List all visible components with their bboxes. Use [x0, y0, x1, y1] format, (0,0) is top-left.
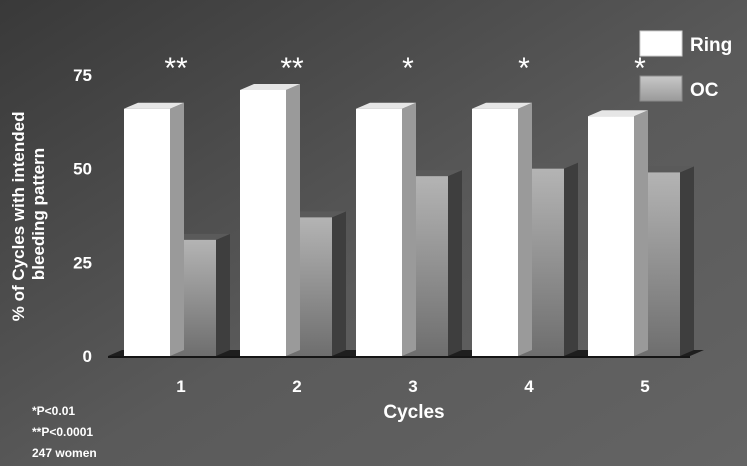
y-tick-50: 50: [73, 160, 92, 179]
bar-ring-cycle-3-top: [356, 102, 416, 109]
legend-swatch-ring: [639, 30, 683, 57]
legend-label-oc: OC: [690, 80, 719, 101]
bar-ring-cycle-5-face: [588, 116, 634, 356]
bar-ring-cycle-5: [588, 110, 648, 356]
x-ticks: 1 2 3 4 5: [176, 377, 649, 396]
bar-ring-cycle-3-side: [402, 102, 416, 356]
bar-oc-cycle-1-side: [216, 233, 230, 356]
x-tick-5: 5: [640, 377, 649, 396]
x-tick-3: 3: [408, 377, 417, 396]
bar-ring-cycle-4-side: [518, 102, 532, 356]
x-tick-1: 1: [176, 377, 185, 396]
y-axis-label: % of Cycles with intended bleeding patte…: [9, 107, 48, 321]
bars: [124, 83, 694, 356]
bar-ring-cycle-5-top: [588, 110, 648, 117]
bar-ring-cycle-2-top: [240, 83, 300, 90]
bar-ring-cycle-4-top: [472, 102, 532, 109]
x-tick-4: 4: [524, 377, 534, 396]
x-tick-2: 2: [292, 377, 301, 396]
bar-ring-cycle-4: [472, 102, 532, 356]
footnote-p001: *P<0.01: [32, 404, 75, 418]
y-tick-75: 75: [73, 66, 92, 85]
bar-ring-cycle-2-side: [286, 83, 300, 356]
y-ticks: 0 25 50 75: [73, 66, 92, 366]
y-tick-0: 0: [83, 347, 92, 366]
significance-marker-cycle-1: **: [164, 52, 188, 85]
legend-item-oc: OC: [639, 75, 719, 102]
bar-oc-cycle-3-top: [402, 170, 462, 177]
bar-ring-cycle-2: [240, 83, 300, 356]
legend-item-ring: Ring: [639, 30, 732, 57]
legend-label-ring: Ring: [690, 35, 732, 56]
y-axis-label-line-2: bleeding pattern: [29, 148, 48, 280]
bar-oc-cycle-5-top: [634, 166, 694, 173]
significance-marker-cycle-3: *: [402, 52, 414, 85]
bar-ring-cycle-1-face: [124, 108, 170, 356]
footnotes: *P<0.01 **P<0.0001 247 women: [32, 404, 97, 460]
bar-ring-cycle-1: [124, 102, 184, 356]
bar-oc-cycle-4-top: [518, 162, 578, 169]
legend-swatch-oc: [639, 75, 683, 102]
y-axis-label-line-1: % of Cycles with intended: [9, 112, 28, 322]
bar-oc-cycle-3-side: [448, 170, 462, 356]
x-axis-label: Cycles: [383, 402, 444, 423]
significance-marker-cycle-4: *: [518, 52, 530, 85]
y-tick-25: 25: [73, 253, 92, 272]
bar-ring-cycle-3-face: [356, 108, 402, 356]
floor-edge: [108, 356, 690, 358]
footnote-p00001: **P<0.0001: [32, 425, 93, 439]
bar-ring-cycle-5-side: [634, 110, 648, 356]
bar-ring-cycle-1-top: [124, 102, 184, 109]
bar-oc-cycle-5-side: [680, 166, 694, 356]
bar-oc-cycle-1-top: [170, 233, 230, 240]
bar-ring-cycle-2-face: [240, 89, 286, 356]
bar-ring-cycle-3: [356, 102, 416, 356]
bar-ring-cycle-1-side: [170, 102, 184, 356]
bar-oc-cycle-4-side: [564, 162, 578, 356]
significance-marker-cycle-2: **: [280, 52, 304, 85]
bar-oc-cycle-2-side: [332, 211, 346, 356]
legend: Ring OC: [639, 30, 732, 102]
bar-oc-cycle-2-top: [286, 211, 346, 218]
bar-ring-cycle-4-face: [472, 108, 518, 356]
footnote-sample-size: 247 women: [32, 446, 97, 460]
